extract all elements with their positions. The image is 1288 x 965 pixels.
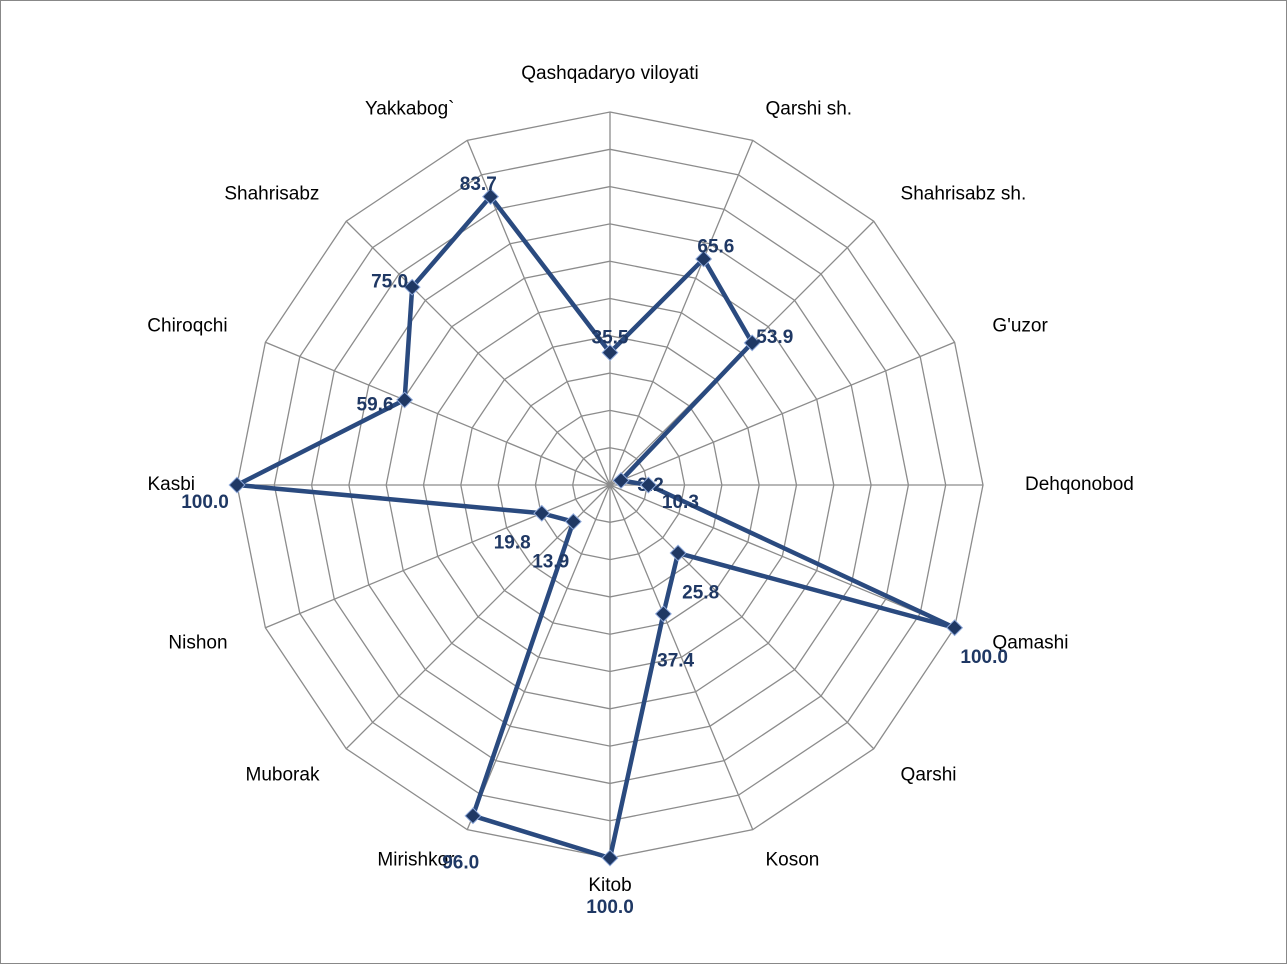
data-label: 59.6 [357,395,394,416]
category-label: Qashqadaryo viloyati [521,63,698,84]
data-label: 13.9 [532,551,569,572]
marker [612,471,630,489]
category-label: Dehqonobod [1025,474,1134,495]
spoke [265,484,611,629]
marker [743,334,761,352]
category-label: Qarshi [901,765,957,786]
marker [228,476,246,494]
category-label: Kitob [588,875,631,896]
spoke [265,341,611,486]
data-label: 96.0 [442,852,479,873]
marker [403,278,421,296]
spoke [609,484,875,750]
data-label: 100.0 [181,492,229,513]
marker [601,344,619,362]
category-label: Qarshi sh. [766,99,853,120]
category-label: Chiroqchi [147,316,227,337]
spoke [609,484,955,629]
data-label: 100.0 [586,897,634,918]
category-label: Muborak [246,765,320,786]
spoke [345,484,611,750]
spoke [466,484,611,830]
data-label: 53.9 [756,327,793,348]
marker [669,544,687,562]
marker [564,513,582,531]
data-label: 37.4 [657,650,694,671]
category-label: Yakkabog` [365,99,454,120]
marker [464,807,482,825]
marker [396,391,414,409]
marker [654,605,672,623]
data-label: 35.5 [592,328,629,349]
spoke [609,140,754,486]
marker [482,188,500,206]
category-label: Shahrisabz sh. [901,183,1027,204]
data-label: 100.0 [960,647,1008,668]
data-label: 65.6 [697,236,734,257]
data-label: 75.0 [371,272,408,293]
data-label: 19.8 [494,533,531,554]
spoke [609,341,955,486]
marker [639,476,657,494]
category-label: Kasbi [147,474,195,495]
marker [601,849,619,867]
data-label: 83.7 [460,174,497,195]
category-label: Shahrisabz [224,183,319,204]
spoke [345,220,611,486]
category-label: Nishon [168,632,227,653]
category-label: Qamashi [992,632,1068,653]
data-label: 10.3 [662,492,699,513]
marker [533,504,551,522]
category-label: Mirishkor [377,849,455,870]
marker [695,250,713,268]
category-label: Koson [766,849,820,870]
data-label: 25.8 [682,583,719,604]
marker [946,619,964,637]
spoke [609,484,754,830]
category-label: G'uzor [992,316,1048,337]
